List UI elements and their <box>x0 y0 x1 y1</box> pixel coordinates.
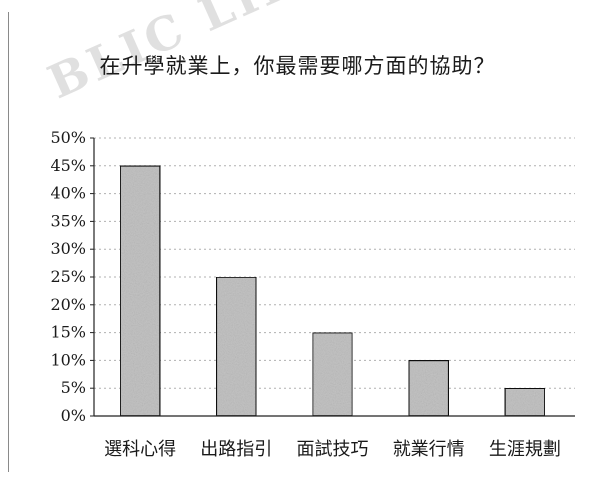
x-category-label: 選科心得 <box>104 439 176 460</box>
bar-2 <box>215 276 258 417</box>
bar-3 <box>311 331 354 417</box>
y-tick-label: 5% <box>61 378 86 397</box>
x-category-labels: 選科心得 出路指引 面試技巧 就業行情 生涯規劃 <box>104 439 561 460</box>
y-tick-label: 25% <box>50 267 86 286</box>
bar-4 <box>407 359 450 417</box>
page-edge-line <box>8 12 9 472</box>
x-category-label: 生涯規劃 <box>489 439 561 460</box>
y-tick-label: 30% <box>50 239 86 258</box>
axes <box>93 138 575 417</box>
bar-group <box>119 165 546 417</box>
x-category-label: 就業行情 <box>393 439 465 460</box>
y-tick-label: 45% <box>50 156 86 175</box>
y-tick-label: 10% <box>50 350 86 369</box>
x-category-label: 面試技巧 <box>297 439 369 460</box>
bar-1 <box>119 165 161 417</box>
y-tick-label: 15% <box>50 323 86 342</box>
x-category-label: 出路指引 <box>200 439 272 460</box>
y-tick-label: 40% <box>50 184 86 203</box>
chart-title: 在升學就業上，你最需要哪方面的協助？ <box>99 54 496 78</box>
y-tick-label: 50% <box>50 128 86 147</box>
y-tick-labels: 50% 45% 40% 35% 30% 25% 20% 15% 10% 5% 0% <box>50 128 86 425</box>
y-tick-label: 20% <box>50 295 86 314</box>
bar-5 <box>504 387 546 417</box>
y-tick-label: 35% <box>50 211 86 230</box>
y-tick-label: 0% <box>61 406 86 425</box>
